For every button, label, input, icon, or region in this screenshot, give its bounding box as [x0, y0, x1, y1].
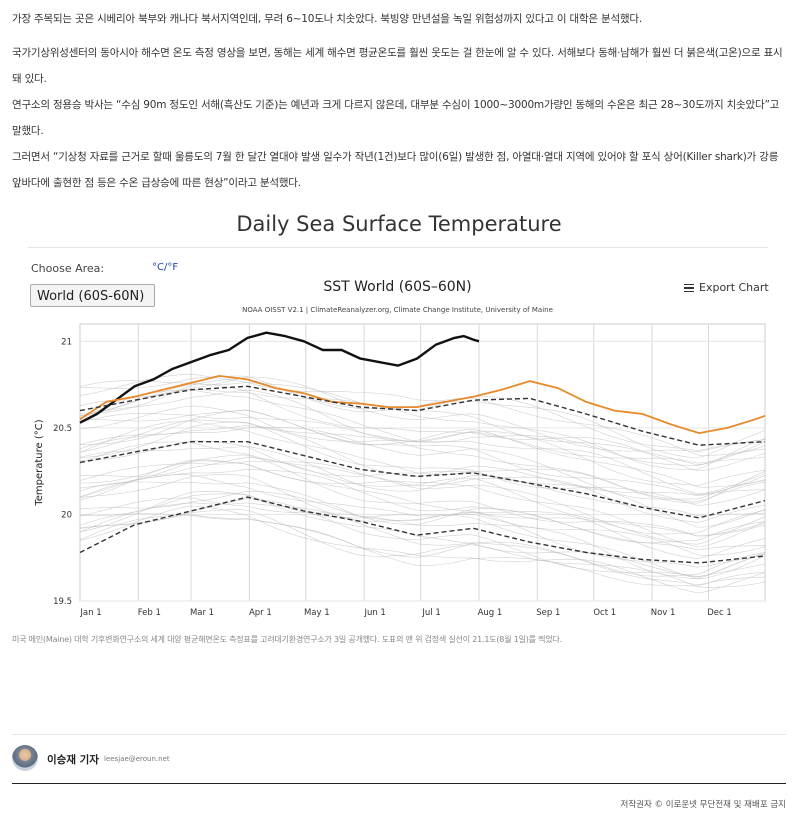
area-select[interactable]: World (60S-60N): [30, 284, 155, 307]
choose-area-label: Choose Area:: [31, 262, 105, 275]
past-year-line: [79, 420, 766, 502]
y-tick-label: 19.5: [53, 597, 72, 607]
past-year-line: [79, 493, 766, 580]
x-tick-label: Mar 1: [190, 608, 214, 618]
copyright-notice: 저작권자 © 이로운넷 무단전재 및 재배포 금지: [620, 800, 786, 810]
y-tick-label: 20: [61, 510, 72, 520]
divider: [12, 734, 786, 735]
past-year-line: [79, 441, 766, 523]
y-tick-label: 21: [61, 337, 72, 347]
image-caption: 미국 메인(Maine) 대학 기후변화연구소의 세계 대양 평균해면온도 측정…: [12, 635, 562, 644]
past-year-line: [79, 427, 766, 500]
mean-line: [79, 441, 766, 519]
reporter-email[interactable]: leesjae@eroun.net: [104, 755, 170, 763]
past-year-line: [79, 513, 766, 586]
x-tick-label: May 1: [304, 608, 330, 618]
past-year-line: [79, 514, 766, 587]
past-year-line: [79, 469, 766, 544]
x-tick-label: Feb 1: [138, 608, 161, 618]
footer-divider: [12, 783, 786, 784]
unit-toggle-link[interactable]: °C/°F: [152, 262, 179, 273]
export-chart-button[interactable]: Export Chart: [684, 281, 769, 294]
past-year-line: [79, 409, 766, 488]
past-year-line: [79, 380, 766, 451]
export-chart-label: Export Chart: [699, 281, 769, 294]
past-year-line: [79, 389, 766, 467]
past-year-line: [79, 497, 766, 580]
past-year-line: [79, 457, 766, 537]
minus-2-sd-line: [79, 496, 766, 564]
chart-subtitle: NOAA OISST V2.1 | ClimateReanalyzer.org,…: [242, 306, 553, 314]
x-tick-label: Jun 1: [363, 608, 385, 618]
past-year-line: [79, 375, 766, 457]
chart-title: SST World (60S–60N): [323, 279, 472, 295]
previous-year-line: [79, 374, 766, 435]
past-year-line: [79, 454, 766, 537]
past-year-line: [79, 474, 766, 560]
past-year-line: [79, 490, 766, 568]
x-tick-label: Jul 1: [421, 608, 440, 618]
x-tick-label: Apr 1: [249, 608, 272, 618]
reporter-avatar: [12, 745, 38, 771]
article-paragraph-1: 가장 주목되는 곳은 시베리아 북부와 캐나다 북서지역인데, 무려 6~10도…: [12, 13, 643, 25]
article-paragraph-2: 국가기상위성센터의 동아시아 해수면 온도 측정 영상을 보면, 동해는 세계 …: [12, 47, 783, 85]
past-year-line: [79, 474, 766, 556]
x-tick-label: Oct 1: [593, 608, 616, 618]
article-paragraph-4: 그러면서 “기상청 자료를 근거로 할때 울릉도의 7월 한 달간 열대야 발생…: [12, 151, 779, 189]
past-year-line: [79, 383, 766, 472]
past-year-line: [79, 509, 766, 588]
past-year-line: [79, 481, 766, 551]
past-year-line: [79, 459, 766, 545]
title-divider: [28, 247, 768, 248]
x-tick-label: Sep 1: [536, 608, 560, 618]
past-year-line: [79, 376, 766, 453]
past-year-line: [79, 461, 766, 535]
widget-page-title: Daily Sea Surface Temperature: [236, 212, 562, 236]
past-year-line: [79, 491, 766, 578]
x-tick-label: Nov 1: [651, 608, 676, 618]
x-tick-label: Dec 1: [707, 608, 732, 618]
x-tick-label: Aug 1: [478, 608, 503, 618]
past-year-line: [79, 446, 766, 516]
past-year-line: [79, 405, 766, 495]
y-tick-label: 20.5: [53, 424, 72, 434]
past-year-line: [79, 419, 766, 504]
past-year-line: [79, 413, 766, 486]
past-year-line: [79, 502, 766, 577]
reporter-name: 이승재 기자: [47, 754, 99, 766]
past-year-line: [79, 440, 766, 528]
past-year-line: [79, 373, 766, 459]
current-year-line: [79, 331, 480, 424]
past-year-line: [79, 378, 766, 466]
past-year-line: [79, 409, 766, 496]
plus-2-sd-line: [79, 385, 766, 446]
menu-icon: [684, 282, 694, 295]
past-year-line: [79, 389, 766, 464]
article-paragraph-3: 연구소의 정용승 박사는 “수심 90m 정도인 서해(흑산도 기준)는 예년과…: [12, 99, 780, 137]
y-axis-label: Temperature (°C): [34, 419, 45, 506]
x-tick-label: Jan 1: [79, 608, 101, 618]
